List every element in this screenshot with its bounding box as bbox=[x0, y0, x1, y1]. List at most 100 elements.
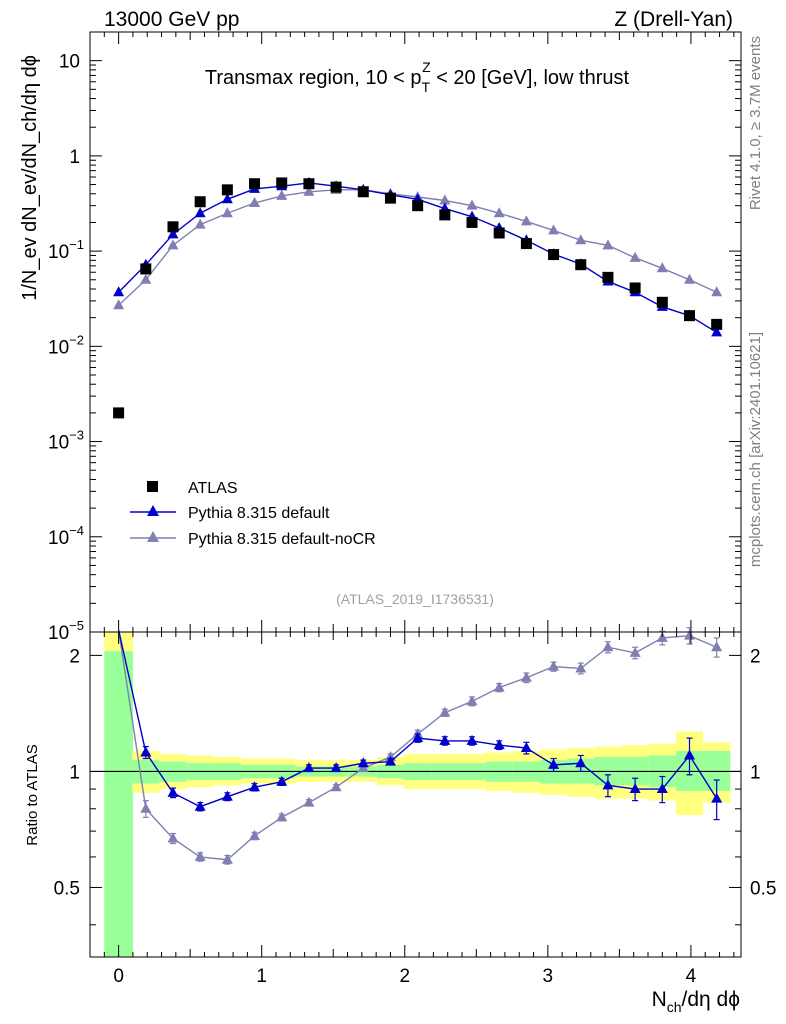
main-y-axis-label: 1/N_ev dN_ev/dN_ch/dη dϕ bbox=[19, 55, 41, 301]
nocr-series-point bbox=[711, 286, 723, 297]
y-tick-label-base: 10 bbox=[48, 242, 69, 263]
nocr-ratio-point bbox=[140, 802, 152, 813]
atlas-data-point bbox=[520, 238, 532, 250]
x-tick-label: 4 bbox=[686, 966, 697, 987]
nocr-ratio-point bbox=[711, 641, 723, 652]
atlas-data-point bbox=[303, 178, 315, 190]
y-tick-label-ratio: 2 bbox=[69, 646, 80, 667]
default-series-point bbox=[221, 193, 233, 204]
atlas-data-point bbox=[276, 177, 288, 189]
legend-marker-default bbox=[147, 505, 159, 516]
atlas-data-point bbox=[466, 216, 478, 228]
y-tick-label-main: 10−4 bbox=[48, 523, 84, 549]
analysis-watermark: (ATLAS_2019_I1736531) bbox=[336, 591, 494, 607]
nocr-series-point bbox=[683, 273, 695, 284]
nocr-ratio-point bbox=[548, 660, 560, 671]
nocr-series-point bbox=[221, 207, 233, 218]
default-ratio-point bbox=[194, 800, 206, 811]
nocr-ratio-point bbox=[520, 671, 532, 682]
default-ratio-point bbox=[683, 749, 695, 760]
x-tick-label: 3 bbox=[543, 966, 554, 987]
legend-marker-atlas bbox=[147, 481, 158, 492]
default-ratio-point bbox=[656, 783, 668, 794]
legend-label-nocr: Pythia 8.315 default-noCR bbox=[188, 531, 376, 548]
x-tick-label: 1 bbox=[256, 966, 267, 987]
nocr-ratio-point bbox=[330, 781, 342, 792]
atlas-data-point bbox=[548, 249, 560, 261]
atlas-data-point bbox=[493, 227, 505, 239]
y-tick-label-ratio-right: 1 bbox=[750, 762, 761, 783]
nocr-ratio-point bbox=[276, 811, 288, 822]
nocr-ratio-point bbox=[167, 832, 179, 843]
nocr-ratio-point bbox=[575, 662, 587, 673]
y-tick-label-exponent: −5 bbox=[69, 618, 84, 633]
atlas-data-point bbox=[113, 407, 125, 419]
nocr-ratio-point bbox=[466, 695, 478, 706]
atlas-data-point bbox=[384, 192, 396, 204]
legend-label-atlas: ATLAS bbox=[188, 480, 238, 497]
title-text-pre: Transmax region, 10 < p bbox=[205, 67, 422, 89]
y-tick-label-exponent: −2 bbox=[69, 332, 84, 347]
atlas-data-point bbox=[602, 271, 614, 283]
nocr-ratio-line bbox=[117, 629, 717, 861]
default-ratio-point bbox=[249, 781, 261, 792]
nocr-series-point bbox=[656, 262, 668, 273]
default-series-point bbox=[113, 286, 125, 297]
y-tick-label-main: 1 bbox=[69, 147, 80, 168]
default-ratio-point bbox=[167, 786, 179, 797]
nocr-series-point bbox=[276, 189, 288, 200]
nocr-series-point bbox=[194, 218, 206, 229]
nocr-series-point bbox=[249, 197, 261, 208]
default-ratio-point bbox=[276, 775, 288, 786]
default-ratio-point bbox=[384, 755, 396, 766]
atlas-data-point bbox=[439, 209, 451, 221]
header-energy-label: 13000 GeV pp bbox=[104, 8, 239, 31]
default-ratio-point bbox=[412, 732, 424, 743]
y-tick-label-ratio: 1 bbox=[69, 762, 80, 783]
default-ratio-point bbox=[303, 762, 315, 773]
y-tick-label-main: 10−5 bbox=[48, 618, 84, 644]
y-tick-label-main: 10 bbox=[59, 52, 80, 73]
nocr-series-point bbox=[520, 215, 532, 226]
default-ratio-point bbox=[439, 734, 451, 745]
y-tick-label-main: 10−1 bbox=[48, 237, 84, 263]
title-subscript-t: T bbox=[422, 79, 431, 95]
ratio-axes: 0.5 0.5 1 1 2 2 0 1 2 3 4 bbox=[54, 632, 776, 987]
nocr-series-point bbox=[113, 299, 125, 310]
x-axis-label-rest: /dη dϕ bbox=[682, 988, 740, 1011]
default-series-point bbox=[711, 326, 723, 337]
y-tick-label-base: 10 bbox=[48, 528, 69, 549]
default-ratio-point bbox=[140, 746, 152, 757]
y-tick-label-main: 10−2 bbox=[48, 332, 84, 358]
default-ratio-point bbox=[466, 734, 478, 745]
nocr-series-point bbox=[548, 224, 560, 235]
atlas-data-point bbox=[683, 310, 695, 322]
y-tick-label-base: 10 bbox=[48, 433, 69, 454]
legend: ATLAS Pythia 8.315 default Pythia 8.315 … bbox=[130, 480, 376, 548]
y-tick-label-ratio: 0.5 bbox=[54, 878, 80, 899]
y-tick-label-base: 10 bbox=[48, 623, 69, 644]
nocr-series-point bbox=[493, 207, 505, 218]
y-tick-label-base: 10 bbox=[48, 337, 69, 358]
nocr-series-point bbox=[167, 239, 179, 250]
default-ratio-point bbox=[575, 757, 587, 768]
x-axis-label-sub: ch bbox=[667, 999, 682, 1015]
default-ratio-point bbox=[493, 739, 505, 750]
atlas-data-point bbox=[656, 296, 668, 308]
nocr-ratio-point bbox=[303, 796, 315, 807]
nocr-ratio-point bbox=[493, 681, 505, 692]
title-superscript-z: Z bbox=[422, 59, 431, 75]
y-tick-label-ratio-right: 2 bbox=[750, 646, 761, 667]
default-ratio-point bbox=[221, 790, 233, 801]
default-series-point bbox=[167, 228, 179, 239]
main-plot-title: Transmax region, 10 < pTZ < 20 [GeV], lo… bbox=[205, 59, 630, 95]
nocr-ratio-point bbox=[221, 853, 233, 864]
nocr-series-point bbox=[602, 239, 614, 250]
nocr-series-point bbox=[575, 234, 587, 245]
default-ratio-point bbox=[357, 757, 369, 768]
y-tick-label-main: 10−3 bbox=[48, 428, 84, 454]
nocr-ratio-point bbox=[602, 641, 614, 652]
ratio-uncertainty-bands bbox=[104, 632, 731, 957]
x-axis-label: Nch/dη dϕ bbox=[652, 988, 740, 1015]
